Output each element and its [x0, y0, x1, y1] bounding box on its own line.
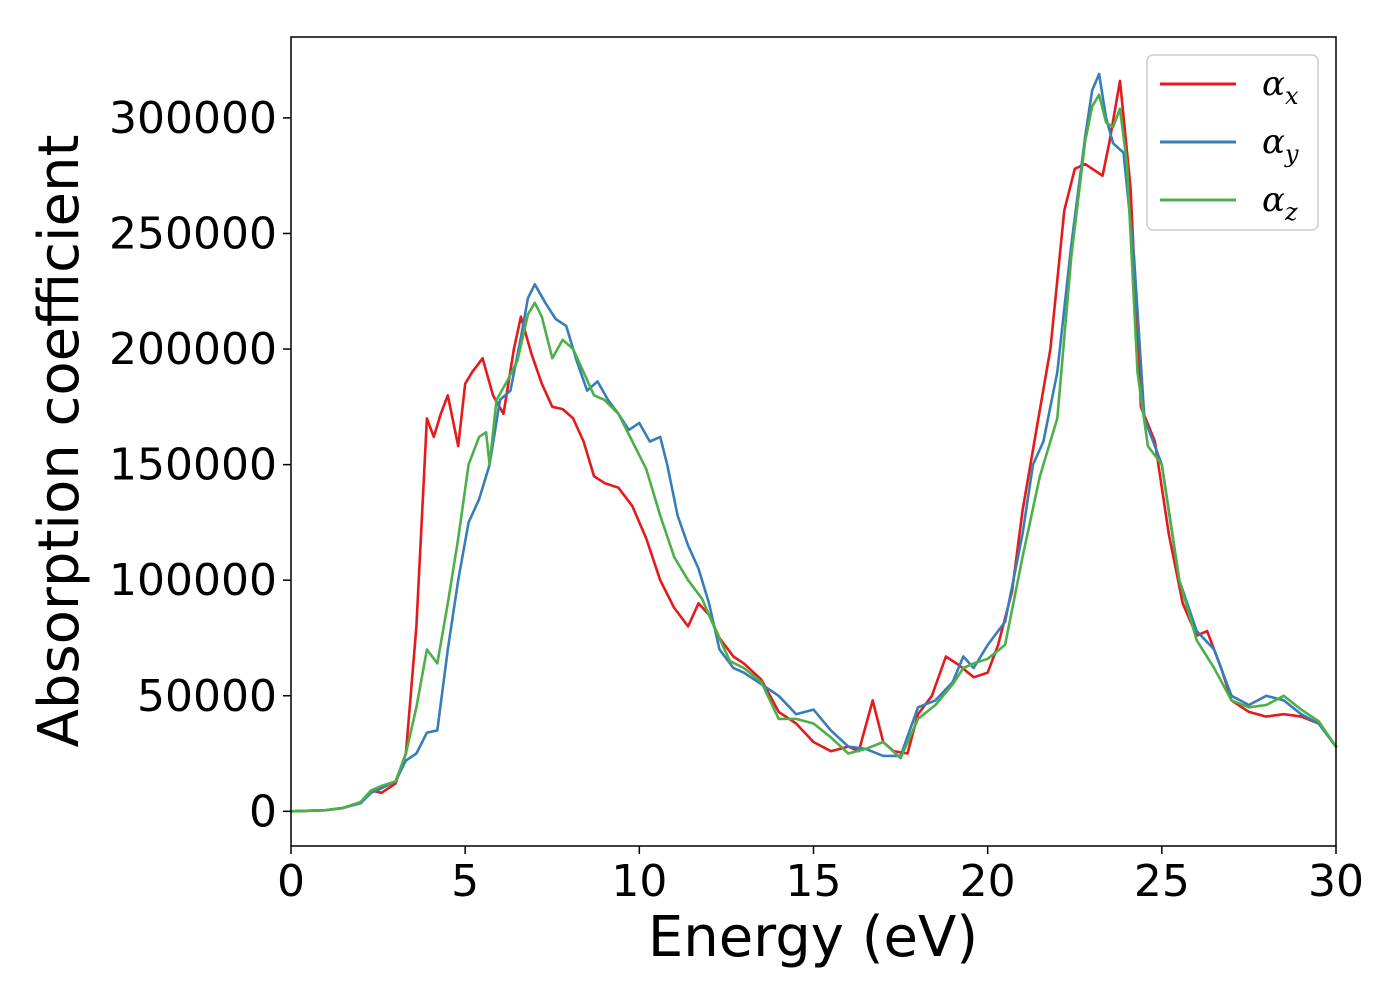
- series-line-y: [289, 72, 1338, 813]
- y-tick-label: 150000: [109, 440, 277, 491]
- x-axis-label: Energy (eV): [648, 905, 978, 970]
- y-tick-label: 200000: [109, 324, 277, 375]
- x-tick-label: 15: [786, 856, 842, 907]
- y-tick-label: 100000: [109, 555, 277, 606]
- x-axis: 0 5 10 15 20 25 30: [277, 846, 1364, 907]
- y-tick-label: 50000: [137, 671, 277, 722]
- legend: αx αy αz: [1146, 54, 1319, 231]
- x-tick-label: 5: [451, 856, 479, 907]
- x-tick-label: 30: [1308, 856, 1364, 907]
- series-line-z: [289, 93, 1338, 813]
- legend-label-y: αy: [1262, 122, 1299, 168]
- y-tick-label: 250000: [109, 208, 277, 259]
- y-axis: 0 50000 100000 150000 200000 250000 300000: [109, 93, 291, 837]
- x-tick-label: 0: [277, 856, 305, 907]
- y-tick-label: 0: [249, 786, 277, 837]
- series-layer: [289, 72, 1338, 813]
- x-tick-label: 25: [1134, 856, 1190, 907]
- x-tick-label: 20: [960, 856, 1016, 907]
- legend-label-x: αx: [1262, 64, 1299, 110]
- y-tick-label: 300000: [109, 93, 277, 144]
- legend-label-z: αz: [1262, 180, 1298, 226]
- x-tick-label: 10: [611, 856, 667, 907]
- y-axis-label: Absorption coefficient: [27, 135, 92, 748]
